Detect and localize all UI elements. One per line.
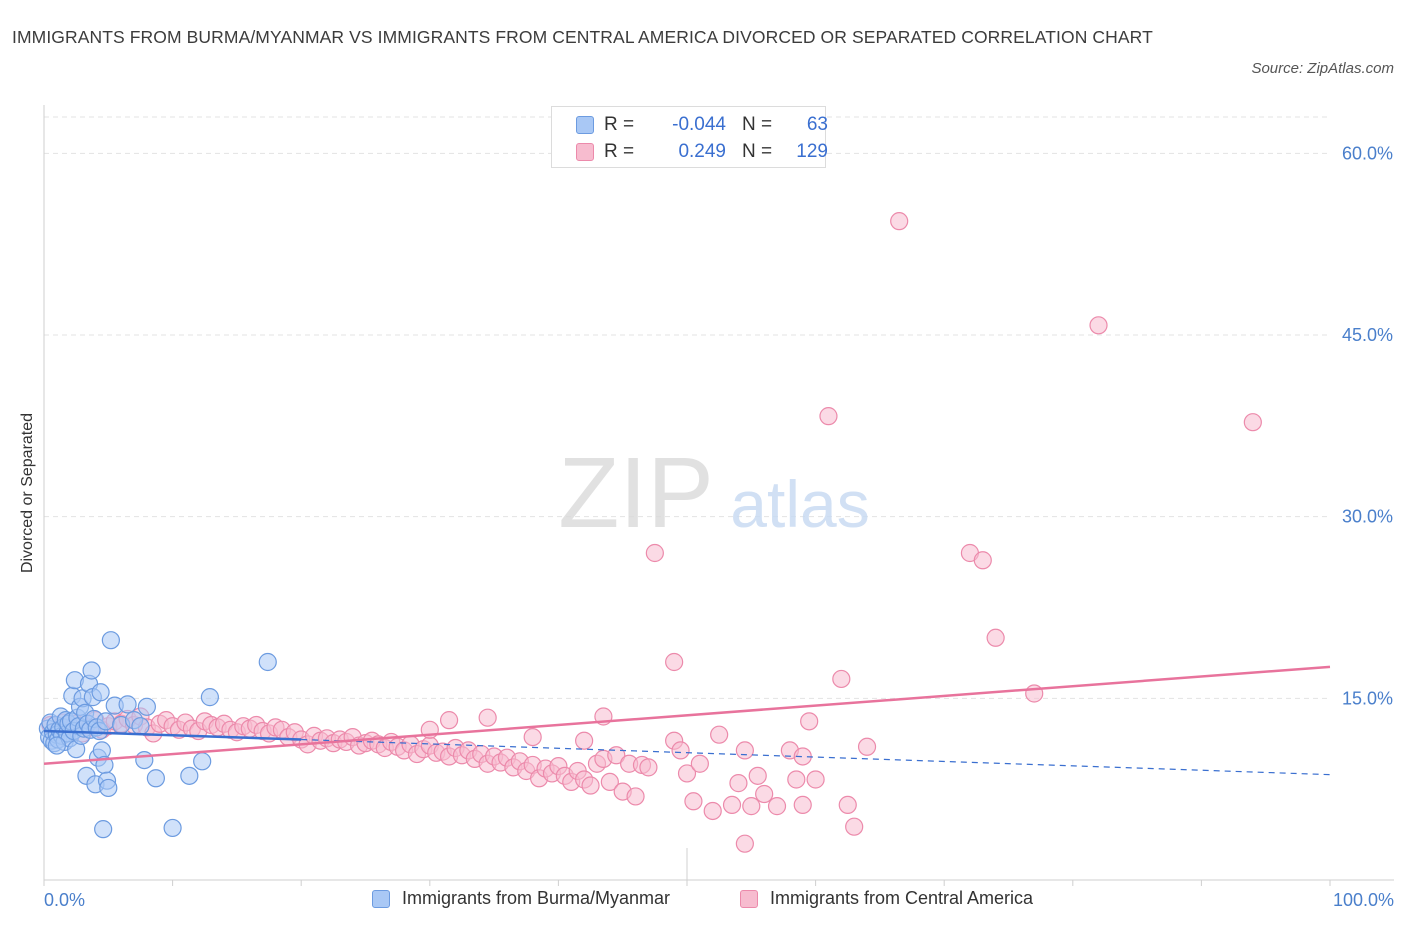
central-america-point xyxy=(665,652,684,672)
central-america-point xyxy=(857,737,877,756)
watermark-zip: ZIP xyxy=(558,437,714,549)
y-tick-label: 60.0% xyxy=(1342,143,1393,163)
legend-n-label: N = xyxy=(742,141,773,162)
watermark: ZIP atlas xyxy=(558,437,870,549)
central-america-point xyxy=(710,725,729,744)
central-america-point xyxy=(890,212,909,231)
central-america-point xyxy=(787,770,806,789)
central-america-point xyxy=(973,551,992,570)
central-america-point xyxy=(645,543,664,563)
burma-point xyxy=(200,688,219,707)
y-tick-label: 45.0% xyxy=(1342,325,1393,345)
central-america-point xyxy=(1243,413,1262,432)
central-america-point xyxy=(986,628,1005,647)
central-america-point xyxy=(478,708,497,727)
burma-point xyxy=(94,820,113,839)
central-america-point xyxy=(735,741,754,760)
bottom-legend-swatch-central-america xyxy=(740,889,758,908)
central-america-point xyxy=(742,797,761,816)
bottom-legend-item-central-america: Immigrants from Central America xyxy=(740,888,1033,909)
legend-box: R = -0.044 N = 63 R = 0.249 N = 129 xyxy=(551,106,828,168)
central-america-point xyxy=(838,795,857,815)
central-america-point xyxy=(1089,316,1108,335)
central-america-point xyxy=(793,795,812,815)
y-tick-label: 15.0% xyxy=(1342,688,1393,708)
burma-trend-line xyxy=(43,729,302,741)
x-tick-label-min: 0.0% xyxy=(44,890,86,910)
central-america-point xyxy=(755,784,774,804)
burma-point xyxy=(91,683,110,702)
central-america-point xyxy=(626,787,645,806)
central-america-point xyxy=(845,817,864,836)
central-america-point xyxy=(806,770,825,789)
bottom-legend-swatch-burma xyxy=(372,889,390,908)
legend-n-label: N = xyxy=(742,114,773,135)
bottom-legend-label-burma: Immigrants from Burma/Myanmar xyxy=(402,888,671,908)
central-america-point xyxy=(575,731,594,750)
burma-point xyxy=(99,778,118,798)
watermark-atlas: atlas xyxy=(730,467,869,541)
burma-point xyxy=(193,752,212,771)
burma-point xyxy=(101,631,120,650)
burma-point xyxy=(96,712,115,731)
central-america-point xyxy=(800,712,819,731)
central-america-point xyxy=(523,727,542,747)
central-america-point xyxy=(600,772,619,792)
burma-point xyxy=(118,695,137,714)
central-america-point xyxy=(439,711,459,730)
central-america-point xyxy=(767,797,787,816)
x-tick-label-max: 100.0% xyxy=(1332,890,1394,910)
y-tick-labels: 15.0% 30.0% 45.0% 60.0% xyxy=(1342,143,1393,708)
legend-r-value: -0.044 xyxy=(672,114,726,135)
axis-layer xyxy=(43,105,1394,886)
legend-row-central-america: R = 0.249 N = 129 xyxy=(576,141,828,162)
bottom-legend-label-central-america: Immigrants from Central America xyxy=(770,888,1034,908)
burma-point xyxy=(146,769,165,788)
central-america-point xyxy=(832,669,851,689)
central-america-point xyxy=(684,792,703,811)
central-america-point xyxy=(729,774,748,793)
central-america-point xyxy=(639,758,658,777)
legend-row-burma: R = -0.044 N = 63 xyxy=(576,114,828,135)
burma-point xyxy=(82,661,101,680)
central-america-point xyxy=(581,776,600,795)
grid-layer xyxy=(44,116,1330,699)
central-america-point xyxy=(671,741,690,760)
central-america-point xyxy=(735,834,754,853)
chart-title: IMMIGRANTS FROM BURMA/MYANMAR VS IMMIGRA… xyxy=(12,27,1153,47)
legend-n-value: 63 xyxy=(806,114,828,135)
central-america-point xyxy=(748,766,767,785)
central-america-point xyxy=(819,407,838,426)
legend-swatch-burma xyxy=(576,116,594,134)
bottom-legend: Immigrants from Burma/Myanmar Immigrants… xyxy=(0,888,1406,918)
central-america-point xyxy=(690,754,709,773)
legend-r-label: R = xyxy=(604,141,635,162)
legend-swatch-central-america xyxy=(576,143,594,161)
burma-point xyxy=(180,766,199,785)
legend-n-value: 129 xyxy=(796,141,828,162)
central-america-point xyxy=(722,795,742,815)
burma-point xyxy=(163,818,182,838)
legend-r-value: 0.249 xyxy=(678,141,726,162)
burma-point xyxy=(137,697,156,716)
burma-point xyxy=(131,717,150,736)
central-america-point xyxy=(677,764,697,783)
source-label: Source: ZipAtlas.com xyxy=(1251,60,1394,77)
central-america-point xyxy=(703,801,722,821)
central-america-trend-line xyxy=(43,665,1331,765)
trend-layer xyxy=(43,665,1331,776)
burma-point xyxy=(47,736,66,755)
burma-point xyxy=(258,652,277,672)
burma-point xyxy=(135,750,154,770)
y-tick-label: 30.0% xyxy=(1342,507,1393,527)
bottom-legend-item-burma: Immigrants from Burma/Myanmar xyxy=(372,888,670,909)
legend-r-label: R = xyxy=(604,114,635,135)
